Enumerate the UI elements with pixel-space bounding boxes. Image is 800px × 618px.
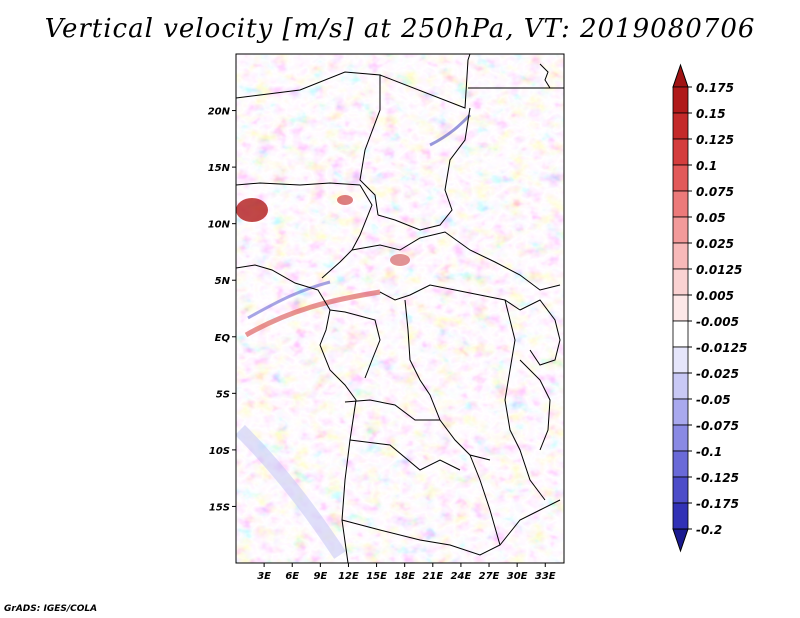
colorbar-label: -0.175 <box>696 497 739 511</box>
colorbar-swatch <box>672 398 689 426</box>
colorbar-label: 0.075 <box>696 185 734 199</box>
latitude-axis: 20N 15N 10N 5N EQ 5S 10S 15S <box>208 107 236 513</box>
lat-tick-label: 15N <box>208 163 231 174</box>
lat-tick-label: 5N <box>215 276 231 287</box>
map-title: Vertical velocity [m/s] at 250hPa, VT: 2… <box>44 14 756 44</box>
colorbar-swatch <box>672 450 689 478</box>
colorbar-swatch <box>672 112 689 140</box>
colorbar-swatch <box>672 476 689 504</box>
colorbar-label: -0.125 <box>696 471 739 485</box>
colorbar-label: 0.15 <box>696 107 726 121</box>
colorbar-label: -0.2 <box>696 523 722 537</box>
lat-tick-label: 5S <box>216 389 230 400</box>
colorbar-label: -0.005 <box>696 315 739 329</box>
lon-tick-label: 18E <box>394 571 415 582</box>
lat-tick-label: 10N <box>208 220 231 231</box>
colorbar-label: -0.1 <box>696 445 722 459</box>
lon-tick-label: 3E <box>257 571 271 582</box>
lon-tick-label: 27E <box>479 571 500 582</box>
colorbar-high-end-triangle <box>672 63 689 88</box>
lon-tick-label: 9E <box>313 571 327 582</box>
colorbar-label: -0.0125 <box>696 341 747 355</box>
lon-tick-label: 21E <box>422 571 443 582</box>
colorbar-label: 0.0125 <box>696 263 742 277</box>
colorbar-swatch <box>672 346 689 374</box>
colorbar-swatch <box>672 372 689 400</box>
lon-tick-label: 30E <box>507 571 528 582</box>
colorbar-label: 0.125 <box>696 133 734 147</box>
colorbar-swatch <box>672 138 689 166</box>
shaded-field <box>236 54 564 563</box>
colorbar-swatch <box>672 190 689 218</box>
colorbar-swatch <box>672 502 689 530</box>
lat-tick-label: 15S <box>209 502 230 513</box>
colorbar-label: -0.025 <box>696 367 739 381</box>
grads-credit: GrADS: IGES/COLA <box>4 604 98 614</box>
lon-tick-label: 12E <box>338 571 359 582</box>
lon-tick-label: 15E <box>366 571 387 582</box>
colorbar: 0.175 0.15 0.125 0.1 0.075 0.05 0.025 0.0125 0.0… <box>672 63 747 553</box>
colorbar-swatch <box>672 216 689 244</box>
lat-tick-label: EQ <box>215 333 231 344</box>
colorbar-label: -0.075 <box>696 419 739 433</box>
colorbar-label: 0.1 <box>696 159 717 173</box>
lat-tick-label: 10S <box>209 446 230 457</box>
colorbar-label: 0.005 <box>696 289 734 303</box>
colorbar-swatch <box>672 268 689 296</box>
colorbar-label: 0.175 <box>696 81 734 95</box>
map-frame <box>235 53 565 564</box>
colorbar-swatch <box>672 86 689 114</box>
lon-tick-label: 24E <box>451 571 472 582</box>
colorbar-label: -0.05 <box>696 393 731 407</box>
longitude-axis: 3E 6E 9E 12E 15E 18E 21E 24E 27E 30E 33E <box>257 563 556 582</box>
colorbar-label: 0.025 <box>696 237 734 251</box>
colorbar-swatch <box>672 164 689 192</box>
colorbar-low-end-triangle <box>672 528 689 553</box>
country-borders <box>236 54 564 563</box>
colorbar-swatch <box>672 320 689 348</box>
lat-tick-label: 20N <box>208 107 231 118</box>
lon-tick-label: 6E <box>285 571 299 582</box>
colorbar-swatch <box>672 294 689 322</box>
colorbar-swatch <box>672 242 689 270</box>
colorbar-label: 0.05 <box>696 211 726 225</box>
colorbar-swatch <box>672 424 689 452</box>
lon-tick-label: 33E <box>535 571 556 582</box>
